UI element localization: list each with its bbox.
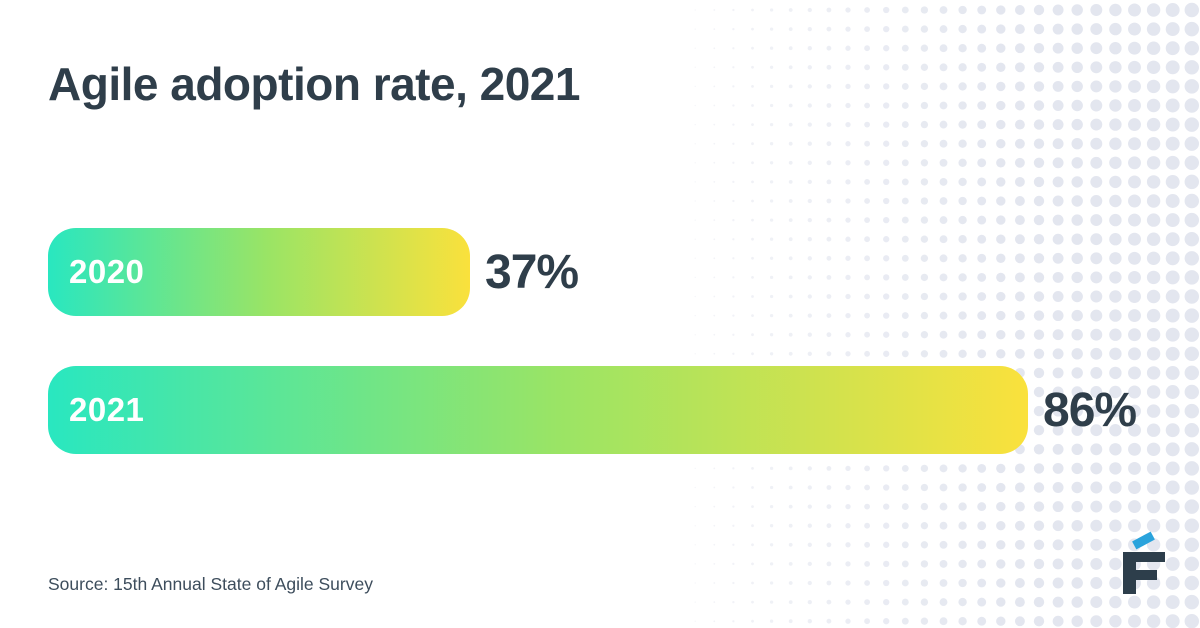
logo-accent-icon	[1132, 531, 1155, 550]
bar-label-2021: 2021	[69, 391, 145, 428]
source-text: Source: 15th Annual State of Agile Surve…	[48, 574, 373, 594]
bar-value-2020: 37%	[485, 245, 579, 299]
logo-letter-f: F	[1123, 552, 1165, 594]
bar-2020: 2020	[48, 228, 470, 316]
bar-row-2020: 2020 37%	[48, 228, 579, 316]
bar-value-2021: 86%	[1043, 383, 1137, 437]
bar-2021: 2021	[48, 366, 1028, 454]
financesonline-logo: F	[1122, 531, 1166, 595]
bar-label-2020: 2020	[69, 253, 145, 290]
bar-row-2021: 2021 86%	[48, 366, 1137, 454]
page-title: Agile adoption rate, 2021	[48, 58, 580, 110]
